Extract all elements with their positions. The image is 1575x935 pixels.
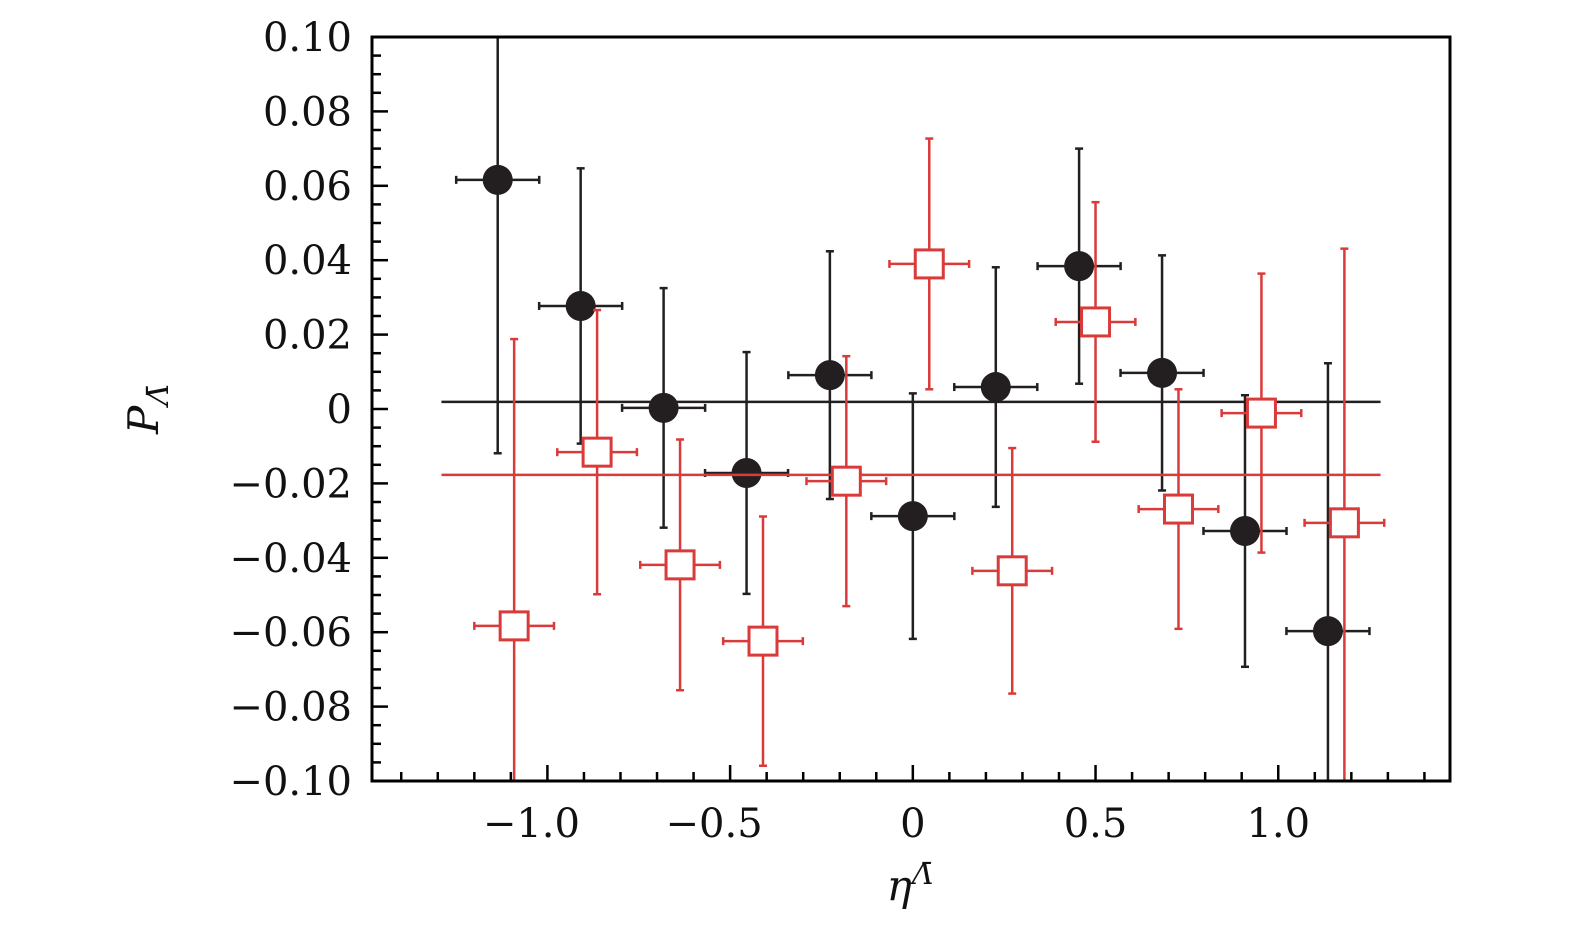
data-point-series-1: [537, 167, 624, 445]
data-point-series-1: [454, 37, 541, 455]
plot-frame: [370, 35, 1452, 783]
x-tick-label: 0: [900, 801, 925, 847]
filled-circle-marker: [980, 372, 1011, 403]
data-point-series-1: [1202, 393, 1288, 669]
data-point-series-2: [1303, 247, 1386, 781]
tick-labels: 0.10 0.08 0.06 0.04 0.02 0 −0.02 −0.04 −0.06 −0.0…: [229, 15, 1310, 847]
filled-circle-marker: [1147, 357, 1178, 388]
x-axis-label: ηΛ̄: [887, 857, 934, 910]
y-tick-label: −0.10: [229, 759, 352, 805]
data-point-series-2: [638, 438, 722, 692]
data-point-series-2: [1220, 272, 1303, 554]
y-tick-label: 0.04: [263, 238, 352, 284]
data-point-series-2: [1054, 200, 1137, 443]
open-square-marker: [830, 465, 862, 497]
filled-circle-marker: [1312, 616, 1343, 647]
data-point-series-1: [870, 392, 956, 641]
data-point-series-2: [1137, 388, 1220, 631]
filled-circle-marker: [814, 360, 845, 391]
y-tick-label: 0.10: [263, 15, 352, 61]
filled-circle-marker: [482, 164, 513, 195]
data-point-series-2: [971, 446, 1054, 695]
filled-circle-marker: [648, 392, 679, 423]
x-tick-label: 1.0: [1246, 801, 1310, 847]
data-point-series-1: [1036, 147, 1122, 385]
data-point-series-2: [805, 354, 888, 608]
filled-circle-marker: [565, 290, 596, 321]
filled-circle-marker: [897, 501, 928, 532]
open-square-marker: [996, 555, 1028, 587]
plot-area: [441, 37, 1386, 781]
filled-circle-marker: [1229, 516, 1260, 547]
y-tick-label: 0.06: [263, 164, 352, 210]
open-square-marker: [1080, 306, 1112, 338]
y-tick-label: −0.04: [229, 536, 352, 582]
data-point-series-1: [953, 266, 1039, 509]
y-tick-label: 0.08: [263, 89, 352, 135]
open-square-marker: [1328, 507, 1360, 539]
data-point-series-2: [721, 515, 805, 767]
data-point-series-2: [556, 308, 639, 596]
data-point-series-2: [473, 337, 556, 781]
x-tick-label: 0.5: [1064, 801, 1128, 847]
y-tick-label: 0: [327, 387, 352, 433]
y-tick-label: −0.02: [229, 461, 352, 507]
open-square-marker: [664, 549, 696, 581]
data-point-series-1: [787, 250, 873, 501]
open-square-marker: [581, 436, 613, 468]
data-point-series-1: [1285, 361, 1371, 781]
open-square-marker: [1245, 397, 1277, 429]
y-tick-label: −0.08: [229, 685, 352, 731]
data-point-series-1: [620, 286, 707, 529]
data-point-series-1: [703, 350, 790, 596]
filled-circle-marker: [1064, 251, 1095, 282]
open-square-marker: [913, 248, 945, 280]
y-tick-label: −0.06: [229, 610, 352, 656]
data-point-series-2: [888, 137, 971, 391]
x-tick-label: −1.0: [483, 801, 580, 847]
open-square-marker: [747, 625, 779, 657]
x-tick-label: −0.5: [666, 801, 763, 847]
y-tick-label: 0.02: [263, 313, 352, 359]
open-square-marker: [498, 610, 530, 642]
y-axis-label: PΛ̄: [119, 384, 176, 435]
open-square-marker: [1162, 493, 1194, 525]
data-point-series-1: [1119, 254, 1205, 492]
filled-circle-marker: [731, 457, 762, 488]
